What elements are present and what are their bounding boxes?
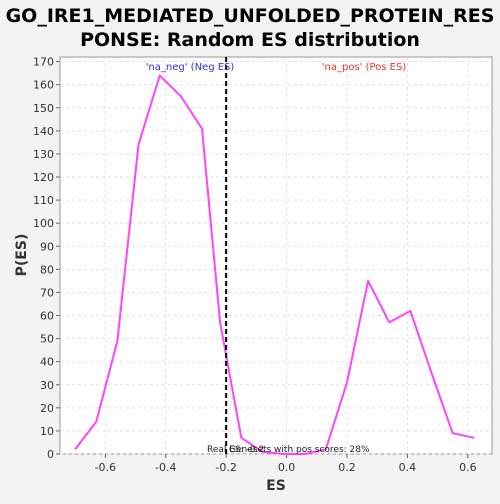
x-tick-label: -0.4 [155,461,176,474]
y-tick-label: 30 [40,379,54,392]
x-tick-label: -0.2 [215,461,236,474]
neg-es-label: 'na_neg' (Neg ES) [146,62,235,73]
chart-title-line2: PONSE: Random ES distribution [80,29,420,51]
x-tick-label: 0.0 [278,461,296,474]
y-tick-label: 90 [40,240,54,253]
distribution-line [74,74,475,455]
y-tick-label: 100 [33,217,54,230]
y-tick-label: 160 [33,79,54,92]
y-tick-label: 50 [40,333,54,346]
y-tick-label: 60 [40,310,54,323]
y-tick-label: 10 [40,425,54,438]
y-tick-label: 150 [33,102,54,115]
y-axis-label: P(ES) [14,234,30,277]
plot-area [59,56,493,455]
series-layer [74,74,475,455]
y-tick-label: 110 [33,194,54,207]
x-axis-label: ES [266,478,286,494]
y-tick-label: 140 [33,125,54,138]
grid-lines [60,57,492,455]
x-tick-label: 0.4 [399,461,417,474]
y-tick-label: 70 [40,286,54,299]
axes: 0 10 20 30 40 50 60 70 80 90 100 110 120 130 140 150 160… [33,56,477,474]
y-tick-label: 20 [40,402,54,415]
pos-es-label: 'na_pos' (Pos ES) [322,62,407,73]
y-tick-label: 170 [33,56,54,69]
pos-scores-label: Genesets with pos scores: 28% [229,445,370,455]
chart-title-line1: GO_IRE1_MEDIATED_UNFOLDED_PROTEIN_RES [6,5,495,27]
x-tick-label: -0.6 [95,461,116,474]
y-tick-label: 130 [33,148,54,161]
x-tick-label: 0.2 [338,461,356,474]
x-tick-label: 0.6 [459,461,477,474]
real-es-label: Real ES: -0.2 [207,445,264,455]
y-tick-label: 80 [40,263,54,276]
y-tick-label: 40 [40,356,54,369]
y-tick-label: 0 [47,448,54,461]
y-tick-label: 120 [33,171,54,184]
